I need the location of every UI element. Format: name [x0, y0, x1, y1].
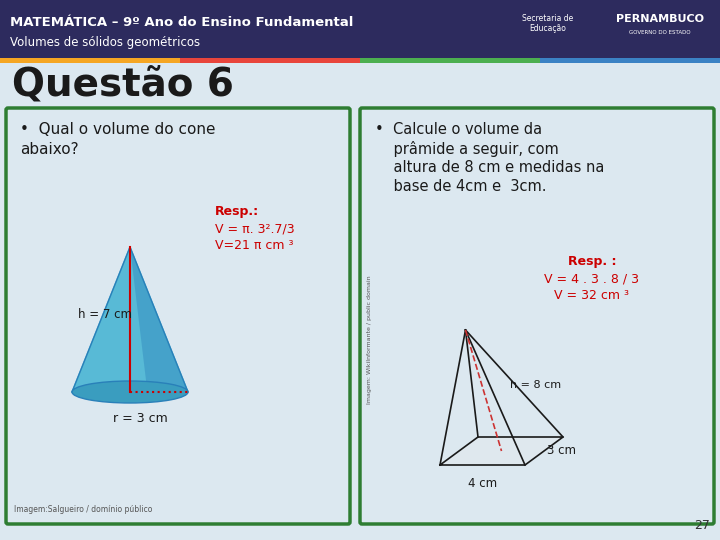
- Text: Resp. :: Resp. :: [568, 255, 616, 268]
- Text: V = 4 . 3 . 8 / 3: V = 4 . 3 . 8 / 3: [544, 272, 639, 285]
- FancyBboxPatch shape: [360, 108, 714, 524]
- Text: Secretaria de
Educação: Secretaria de Educação: [523, 14, 574, 33]
- Text: h = 7 cm: h = 7 cm: [78, 308, 132, 321]
- Text: Questão 6: Questão 6: [12, 66, 234, 104]
- Polygon shape: [440, 437, 563, 465]
- Text: altura de 8 cm e medidas na: altura de 8 cm e medidas na: [375, 160, 604, 175]
- Polygon shape: [72, 247, 188, 392]
- Text: h = 8 cm: h = 8 cm: [510, 381, 561, 390]
- Text: •  Calcule o volume da: • Calcule o volume da: [375, 122, 542, 137]
- Ellipse shape: [72, 381, 188, 403]
- Bar: [180, 58, 360, 63]
- Text: Resp.:: Resp.:: [215, 205, 259, 218]
- Text: Imagem:Salgueiro / domínio público: Imagem:Salgueiro / domínio público: [14, 505, 153, 514]
- Text: 27: 27: [694, 519, 710, 532]
- Text: base de 4cm e  3cm.: base de 4cm e 3cm.: [375, 179, 546, 194]
- Text: Volumes de sólidos geométricos: Volumes de sólidos geométricos: [10, 36, 200, 49]
- Text: Imagem: Wikilnformante / public domain: Imagem: Wikilnformante / public domain: [367, 276, 372, 404]
- Text: V = 32 cm ³: V = 32 cm ³: [554, 289, 629, 302]
- Text: GOVERNO DO ESTADO: GOVERNO DO ESTADO: [629, 30, 690, 35]
- Bar: [360, 58, 540, 63]
- Bar: [0, 58, 180, 63]
- Polygon shape: [130, 247, 188, 392]
- Bar: [540, 58, 720, 63]
- Bar: [0, 0, 720, 58]
- Text: 4 cm: 4 cm: [468, 477, 497, 490]
- Text: r = 3 cm: r = 3 cm: [112, 412, 167, 425]
- Text: •  Qual o volume do cone: • Qual o volume do cone: [20, 122, 215, 137]
- Text: V=21 π cm ³: V=21 π cm ³: [215, 239, 294, 252]
- Text: 3 cm: 3 cm: [547, 444, 576, 457]
- FancyBboxPatch shape: [6, 108, 350, 524]
- Text: V = π. 3².7/3: V = π. 3².7/3: [215, 222, 294, 235]
- Text: PERNAMBUCO: PERNAMBUCO: [616, 14, 704, 24]
- Text: abaixo?: abaixo?: [20, 142, 78, 157]
- Text: prâmide a seguir, com: prâmide a seguir, com: [375, 141, 559, 157]
- Text: MATEMÁTICA – 9º Ano do Ensino Fundamental: MATEMÁTICA – 9º Ano do Ensino Fundamenta…: [10, 16, 354, 29]
